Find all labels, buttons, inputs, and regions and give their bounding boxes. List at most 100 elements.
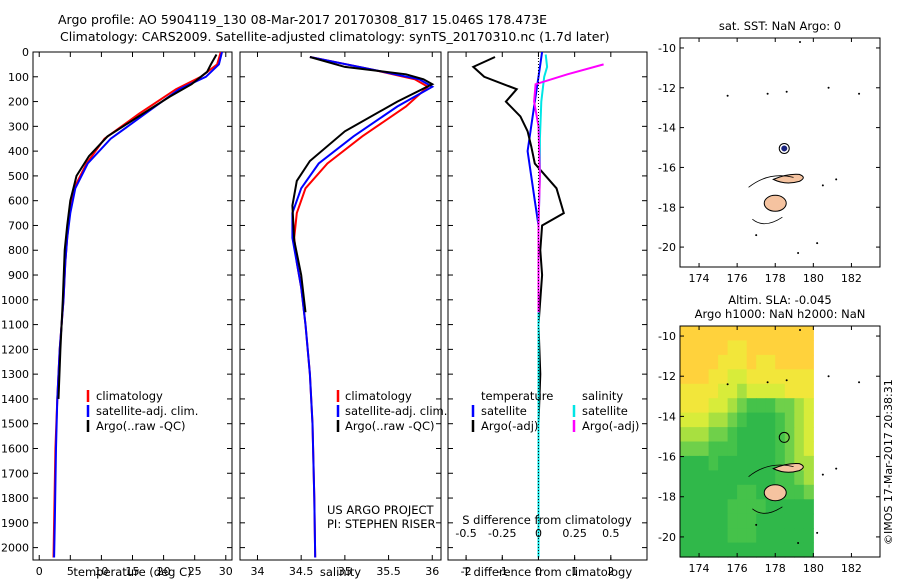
sla-cell — [794, 340, 805, 356]
sla-cell — [794, 513, 805, 529]
sla-cell — [737, 513, 748, 529]
legend-label: climatology — [96, 389, 163, 403]
sla-cell — [756, 484, 767, 500]
sla-cell — [775, 542, 786, 558]
sla-cell — [775, 455, 786, 471]
legend-label: Argo(..raw -QC) — [96, 419, 186, 433]
sla-cell — [775, 528, 786, 544]
sla-cell — [765, 369, 776, 385]
sla-cell — [689, 484, 700, 500]
sla-cell — [727, 441, 738, 457]
sla-cell — [803, 383, 814, 399]
sla-cell — [746, 513, 757, 529]
sla-cell — [775, 513, 786, 529]
sla-cell — [737, 326, 748, 341]
sla-cell — [727, 499, 738, 515]
islet — [816, 531, 819, 534]
x-tick-label: 30 — [219, 565, 233, 578]
sla-cell — [727, 542, 738, 558]
map-y-tick-label: -16 — [658, 451, 676, 464]
sla-cell — [775, 441, 786, 457]
sla-cell — [708, 412, 719, 428]
sla-cell — [727, 354, 738, 370]
sla-cell — [680, 427, 691, 443]
sla-cell — [756, 513, 767, 529]
sla-cell — [765, 470, 776, 486]
x-tick-label: 35 — [338, 565, 352, 578]
sla-cell — [689, 528, 700, 544]
sla-cell — [718, 383, 729, 399]
islet — [799, 40, 801, 43]
sla-cell — [689, 412, 700, 428]
x-tick-label: 2 — [607, 565, 614, 578]
sla-cell — [746, 383, 757, 399]
series-argo — [291, 56, 435, 313]
sla-cell — [765, 513, 776, 529]
sla-cell — [680, 441, 691, 457]
climatology-subtitle: Climatology: CARS2009. Satellite-adjuste… — [60, 29, 610, 44]
depth-tick-label: 400 — [8, 145, 29, 158]
sla-map-panel: 174 176 178 180 182 -10 -12 -14 -16 -18 -20 Altim. … — [658, 293, 881, 575]
sla-cell — [775, 398, 786, 414]
sla-cell — [784, 470, 795, 486]
sla-cell — [746, 470, 757, 486]
sla-cell — [699, 412, 710, 428]
sla-cell — [794, 369, 805, 385]
sla-cell — [784, 499, 795, 515]
x2-tick-label: 0 — [535, 527, 542, 540]
map-y-tick-label: -16 — [658, 161, 676, 174]
sla-cell — [746, 484, 757, 500]
x-tick-label: 25 — [188, 565, 202, 578]
sla-cell — [689, 398, 700, 414]
depth-tick-label: 1300 — [1, 368, 29, 381]
sst-map-panel: 174 176 178 180 182 -10 -12 -14 -16 -18 -20 sat. SS… — [658, 19, 881, 285]
sla-cell — [746, 369, 757, 385]
sla-cell — [680, 398, 691, 414]
sla-cell — [689, 383, 700, 399]
sla-cell — [718, 398, 729, 414]
sla-cell — [727, 455, 738, 471]
islet — [835, 178, 838, 181]
difference-x2label: S difference from climatology — [462, 513, 632, 527]
sla-cell — [794, 499, 805, 515]
sla-cell — [756, 326, 767, 341]
sla-cell — [765, 542, 776, 558]
map-x-tick-label: 180 — [803, 562, 824, 575]
island-viti-levu — [763, 194, 787, 212]
sla-cell — [803, 369, 814, 385]
depth-tick-label: 200 — [8, 96, 29, 109]
x-tick-label: 20 — [157, 565, 171, 578]
legend-label: Argo(-adj) — [582, 419, 639, 433]
sla-cell — [718, 499, 729, 515]
sla-cell — [746, 441, 757, 457]
sla-cell — [803, 499, 814, 515]
sla-cell — [708, 441, 719, 457]
depth-tick-label: 2000 — [1, 542, 29, 555]
sla-cell — [756, 427, 767, 443]
sla-cell — [784, 326, 795, 341]
sla-cell — [718, 528, 729, 544]
sla-cell — [775, 354, 786, 370]
depth-tick-label: 1200 — [1, 343, 29, 356]
legend-title-salinity: salinity — [582, 389, 623, 403]
legend-label: Argo(..raw -QC) — [345, 419, 435, 433]
sst-map-title: sat. SST: NaN Argo: 0 — [719, 19, 841, 33]
sla-cell — [699, 470, 710, 486]
sla-cell — [708, 326, 719, 341]
sla-cell — [737, 528, 748, 544]
sla-cell — [727, 528, 738, 544]
sla-cell — [765, 427, 776, 443]
temperature-xlabel: temperature (deg C) — [73, 565, 191, 579]
map-y-tick-label: -14 — [658, 410, 676, 423]
sla-cell — [718, 427, 729, 443]
sla-cell — [699, 455, 710, 471]
salinity-xlabel: salinity — [320, 565, 361, 579]
islet — [821, 473, 824, 476]
map-y-tick-label: -12 — [658, 370, 676, 383]
sla-cell — [718, 326, 729, 341]
series-argo — [57, 54, 218, 399]
sla-cell — [746, 398, 757, 414]
islet — [755, 523, 758, 526]
x-tick-label: 0 — [36, 565, 43, 578]
sla-cell — [718, 412, 729, 428]
